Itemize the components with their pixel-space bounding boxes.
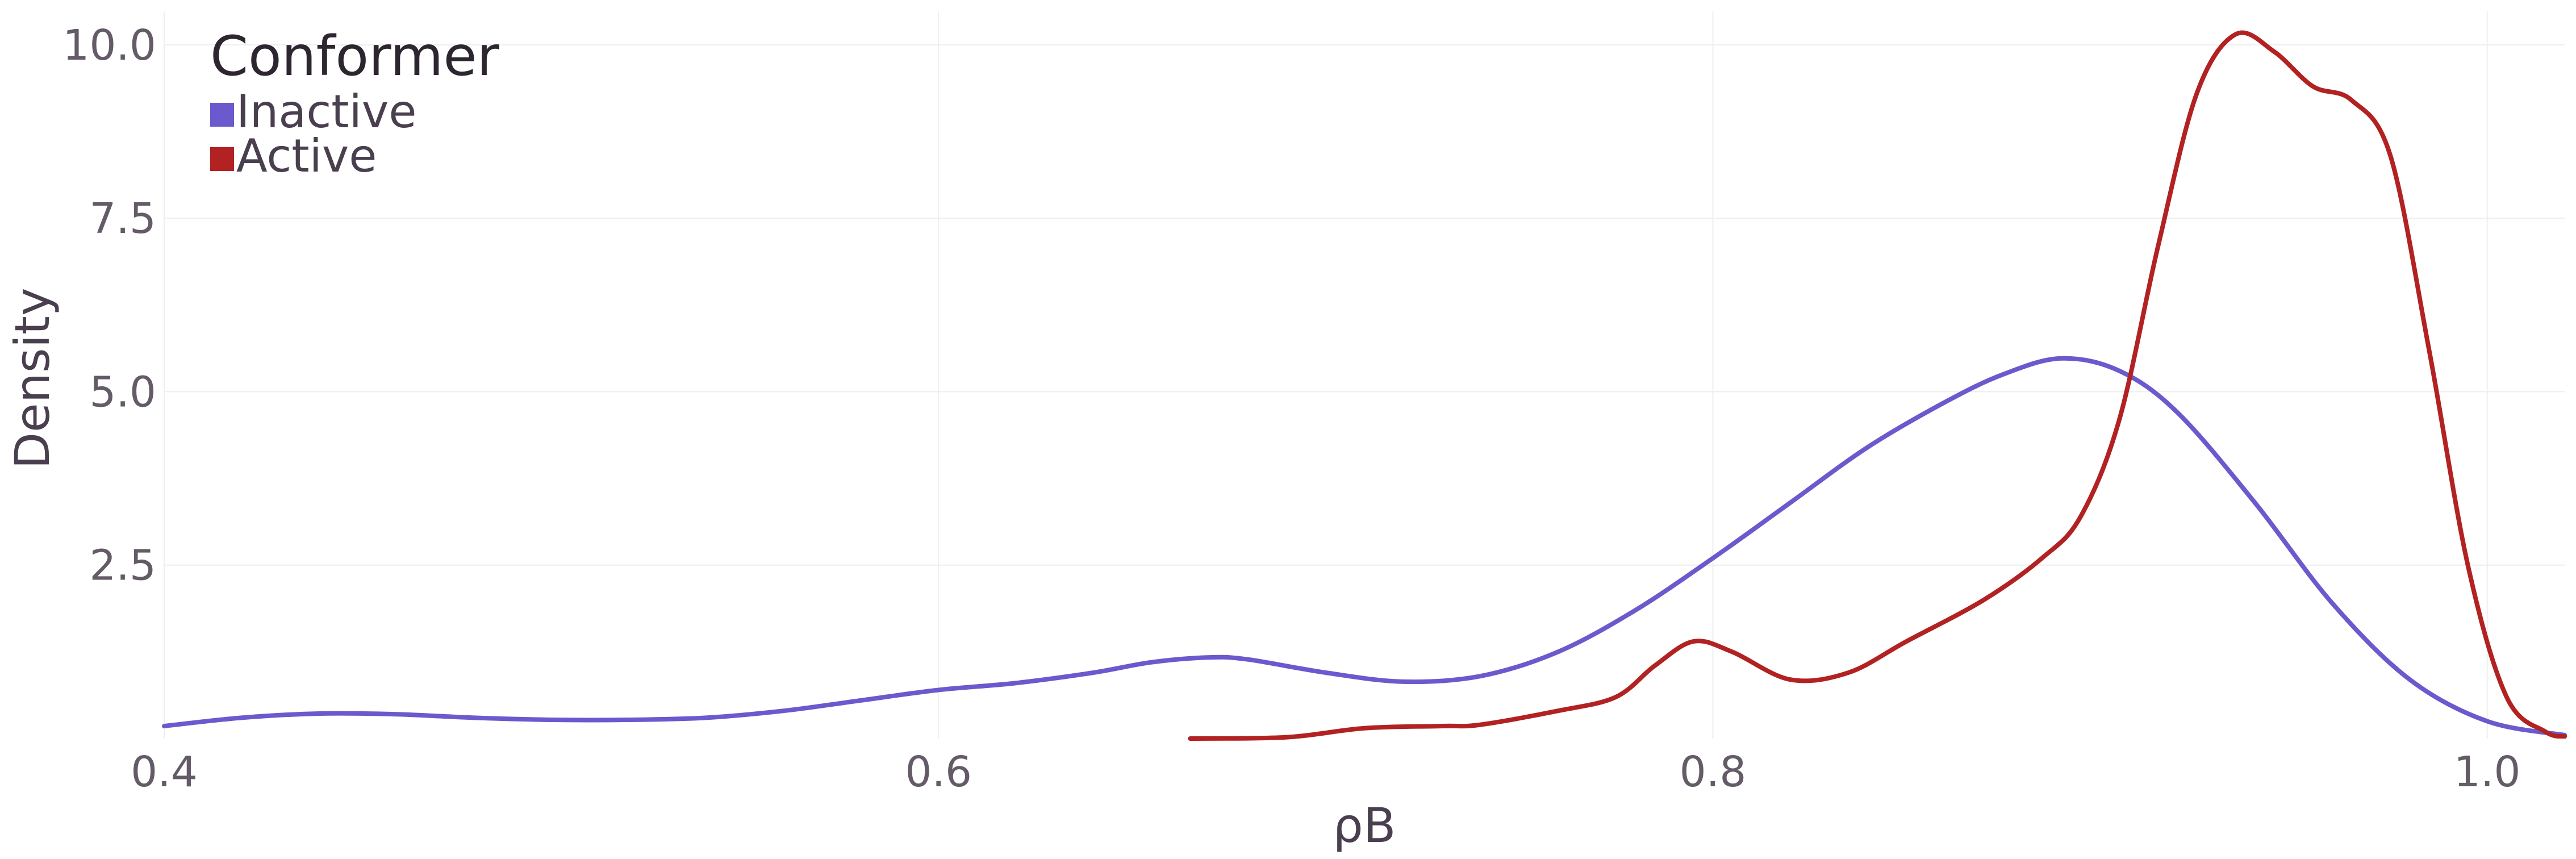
y-tick-label: 5.0 xyxy=(89,368,156,416)
y-tick-label: 2.5 xyxy=(89,541,156,590)
x-tick-label: 0.8 xyxy=(1680,748,1747,797)
grid-lines xyxy=(164,11,2565,739)
y-tick-label: 7.5 xyxy=(89,194,156,243)
x-axis-title: ρB xyxy=(1333,798,1396,853)
series-line-inactive xyxy=(162,356,2567,737)
series-lines xyxy=(162,30,2567,741)
x-tick-label: 1.0 xyxy=(2454,748,2521,797)
series-line-active xyxy=(1188,30,2567,741)
legend-title: Conformer xyxy=(210,24,500,88)
legend: Conformer Inactive Active xyxy=(210,24,500,182)
x-tick-label: 0.4 xyxy=(131,748,198,797)
y-axis-ticks: 2.5 5.0 7.5 10.0 xyxy=(62,21,156,590)
legend-swatch-inactive xyxy=(210,103,234,127)
y-axis-title: Density xyxy=(5,287,60,469)
x-axis-ticks: 0.4 0.6 0.8 1.0 xyxy=(131,748,2520,797)
legend-label-inactive: Inactive xyxy=(236,85,416,138)
y-tick-label: 10.0 xyxy=(62,21,156,70)
legend-swatch-active xyxy=(210,147,234,171)
legend-label-active: Active xyxy=(236,130,377,182)
x-tick-label: 0.6 xyxy=(905,748,972,797)
